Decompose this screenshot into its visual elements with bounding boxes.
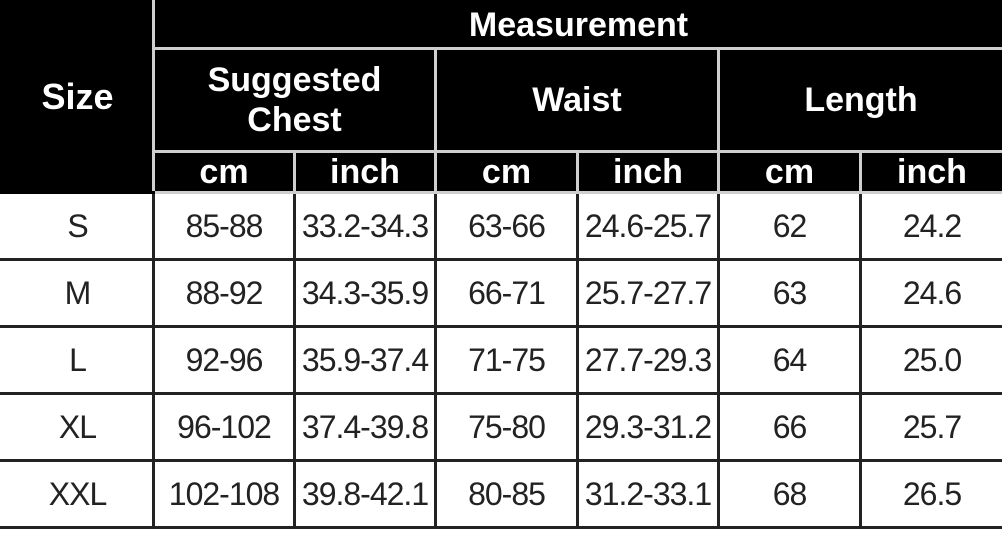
size-cell: S [0,191,155,261]
value-cell: 68 [717,459,862,529]
value-cell: 85-88 [152,191,296,261]
unit-header: inch [293,150,437,194]
value-cell: 26.5 [858,459,1002,529]
value-cell: 24.2 [858,191,1002,261]
value-cell: 88-92 [152,258,296,328]
value-cell: 96-102 [152,392,296,462]
value-cell: 31.2-33.1 [576,459,720,529]
value-cell: 25.7 [858,392,1002,462]
table-row: XL 96-102 37.4-39.8 75-80 29.3-31.2 66 25.7 [0,392,1002,462]
size-cell: XXL [0,459,155,529]
value-cell: 29.3-31.2 [576,392,720,462]
unit-header: cm [434,150,579,194]
group-header-chest: Suggested Chest [152,47,437,153]
group-header-waist: Waist [434,47,720,153]
size-cell: M [0,258,155,328]
table-row: S 85-88 33.2-34.3 63-66 24.6-25.7 62 24.2 [0,191,1002,261]
value-cell: 66-71 [434,258,579,328]
value-cell: 64 [717,325,862,395]
unit-header: inch [576,150,720,194]
value-cell: 39.8-42.1 [293,459,437,529]
value-cell: 63 [717,258,862,328]
unit-header: inch [858,150,1002,194]
unit-header: cm [152,150,296,194]
value-cell: 80-85 [434,459,579,529]
table-row: L 92-96 35.9-37.4 71-75 27.7-29.3 64 25.0 [0,325,1002,395]
value-cell: 102-108 [152,459,296,529]
size-chart-table: Size Measurement Suggested Chest Waist L… [0,0,1002,529]
value-cell: 71-75 [434,325,579,395]
table-row: XXL 102-108 39.8-42.1 80-85 31.2-33.1 68 26.5 [0,459,1002,529]
value-cell: 27.7-29.3 [576,325,720,395]
value-cell: 37.4-39.8 [293,392,437,462]
value-cell: 24.6-25.7 [576,191,720,261]
size-cell: XL [0,392,155,462]
value-cell: 62 [717,191,862,261]
value-cell: 75-80 [434,392,579,462]
size-cell: L [0,325,155,395]
table-row: M 88-92 34.3-35.9 66-71 25.7-27.7 63 24.6 [0,258,1002,328]
value-cell: 34.3-35.9 [293,258,437,328]
value-cell: 35.9-37.4 [293,325,437,395]
value-cell: 92-96 [152,325,296,395]
value-cell: 24.6 [858,258,1002,328]
value-cell: 63-66 [434,191,579,261]
value-cell: 25.0 [858,325,1002,395]
value-cell: 33.2-34.3 [293,191,437,261]
value-cell: 25.7-27.7 [576,258,720,328]
value-cell: 66 [717,392,862,462]
group-header-length: Length [716,47,1002,153]
measurement-header: Measurement [151,0,1002,50]
unit-header: cm [717,150,862,194]
size-header: Size [0,0,155,194]
